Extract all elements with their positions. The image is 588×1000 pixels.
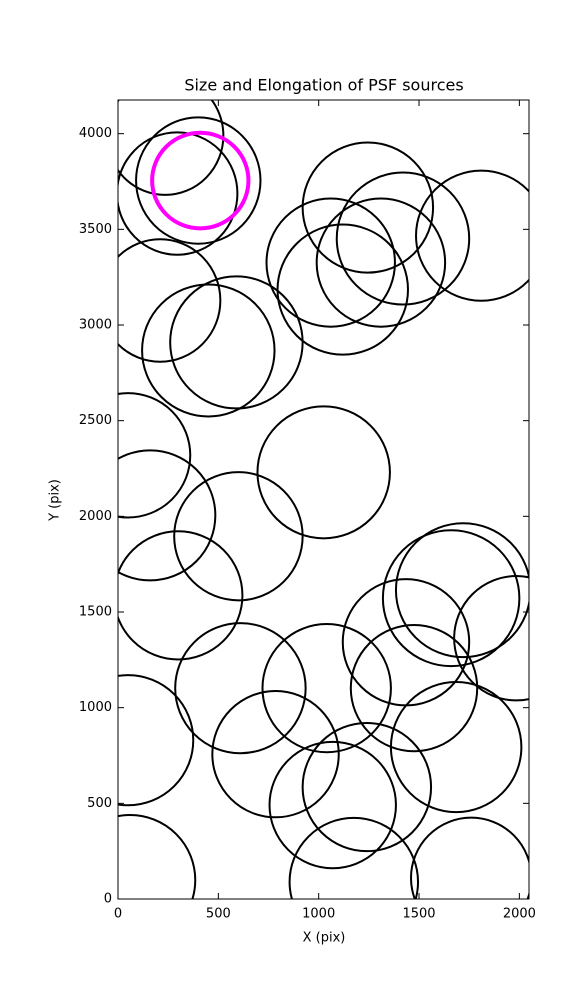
psf-ellipse (118, 674, 195, 807)
psf-ellipse (288, 816, 420, 899)
psf-ellipse (118, 814, 197, 899)
psf-ellipse (118, 238, 222, 363)
psf-ellipse (118, 100, 225, 196)
psf-ellipse (341, 578, 471, 707)
x-tick-label: 0 (114, 907, 122, 922)
x-axis-label: X (pix) (303, 931, 346, 946)
psf-ellipse (135, 116, 262, 245)
psf-ellipse (394, 522, 529, 659)
psf-ellipse (276, 223, 409, 356)
psf-ellipse (174, 622, 307, 755)
y-tick-label: 1500 (79, 605, 112, 620)
y-tick-label: 3500 (79, 222, 112, 237)
psf-ellipse (169, 275, 304, 410)
psf-ellipse (141, 283, 276, 418)
y-axis-label: Y (pix) (48, 479, 63, 522)
psf-ellipse (381, 529, 521, 668)
y-tick-label: 4000 (79, 126, 112, 141)
plot-frame (117, 99, 530, 900)
psf-ellipse (301, 141, 435, 274)
psf-ellipse (118, 449, 217, 582)
y-tick-label: 2500 (79, 413, 112, 428)
psf-ellipse (315, 197, 447, 328)
x-tick-label: 1000 (302, 907, 335, 922)
x-tick-label: 500 (206, 907, 231, 922)
y-tick-label: 500 (87, 796, 112, 811)
psf-ellipse (118, 530, 244, 661)
psf-ellipse (335, 171, 471, 306)
psf-ellipse (118, 131, 239, 256)
psf-ellipse (118, 392, 192, 519)
y-tick-label: 1000 (79, 700, 112, 715)
y-tick-label: 0 (104, 892, 112, 907)
psf-ellipse (173, 471, 304, 602)
psf-ellipse (410, 816, 529, 899)
psf-ellipse (453, 575, 529, 702)
psf-ellipse (301, 721, 433, 853)
chart-title: Size and Elongation of PSF sources (184, 76, 463, 95)
plot-area (118, 100, 529, 899)
y-tick-label: 2000 (79, 509, 112, 524)
psf-ellipse (211, 690, 340, 819)
psf-ellipse (389, 681, 523, 814)
psf-ellipse (415, 169, 529, 302)
x-tick-label: 1500 (402, 907, 435, 922)
y-tick-label: 3000 (79, 318, 112, 333)
psf-ellipse (349, 624, 479, 753)
psf-ellipse (261, 623, 392, 754)
psf-ellipse (265, 197, 396, 328)
highlight-ellipse (150, 130, 251, 231)
x-tick-label: 2000 (503, 907, 536, 922)
psf-ellipse (256, 405, 391, 540)
psf-ellipse (268, 740, 397, 870)
